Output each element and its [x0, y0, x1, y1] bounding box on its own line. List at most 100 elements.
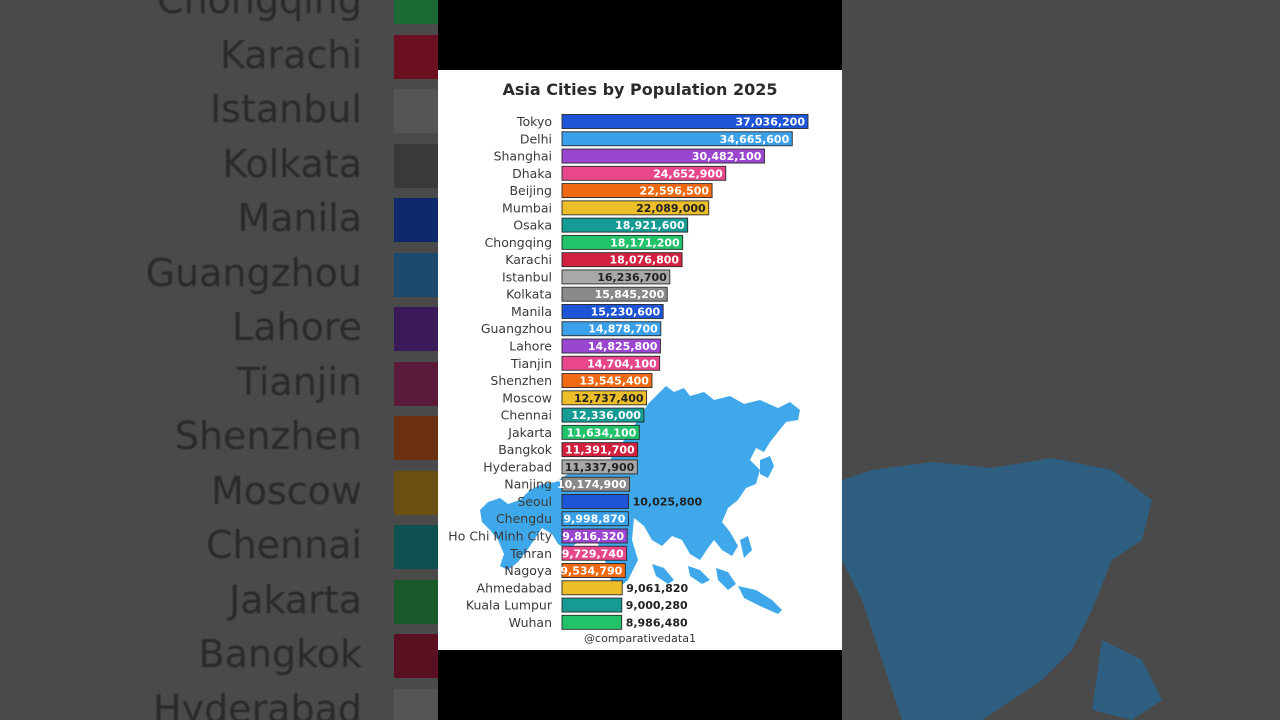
bar [561, 493, 630, 509]
value-label: 14,878,700 [588, 323, 658, 336]
value-label: 15,845,200 [595, 288, 665, 301]
category-label: Seoul [517, 494, 552, 509]
background-right-panel [842, 0, 1280, 720]
category-label: Manila [511, 304, 552, 319]
bar [561, 148, 765, 164]
value-label: 11,337,900 [565, 461, 635, 474]
bar [561, 390, 648, 406]
background-city-label: Kolkata [222, 141, 362, 186]
value-label: 10,174,900 [557, 478, 627, 491]
bar [561, 234, 684, 250]
background-bar [394, 579, 438, 624]
value-label: 18,921,600 [615, 219, 685, 232]
category-label: Wuhan [509, 615, 552, 630]
background-bar [394, 89, 438, 133]
bar [561, 269, 671, 285]
background-bar [394, 34, 438, 79]
value-label: 24,652,900 [653, 167, 723, 180]
category-label: Istanbul [502, 269, 552, 284]
value-label: 9,061,820 [626, 582, 688, 595]
category-label: Guangzhou [481, 321, 552, 336]
category-label: Mumbai [502, 200, 552, 215]
category-label: Chennai [501, 408, 552, 423]
value-label: 30,482,100 [692, 150, 762, 163]
category-label: Lahore [509, 339, 552, 354]
value-label: 11,391,700 [565, 444, 635, 457]
category-label: Kolkata [506, 287, 552, 302]
category-label: Osaka [513, 218, 552, 233]
background-bar [394, 0, 438, 24]
category-label: Moscow [502, 390, 552, 405]
category-label: Ho Chi Minh City [448, 528, 552, 543]
background-bar [394, 143, 438, 188]
background-city-label: Bangkok [198, 632, 362, 676]
bar [561, 355, 661, 371]
category-label: Jakarta [507, 425, 552, 440]
value-label: 18,171,200 [610, 236, 680, 249]
background-bar [394, 470, 438, 515]
category-label: Tianjin [510, 356, 552, 371]
value-label: 12,737,400 [574, 392, 644, 405]
category-label: Hyderabad [483, 459, 552, 474]
category-label: Tokyo [516, 114, 552, 129]
background-bar [394, 361, 438, 406]
bar [561, 442, 639, 458]
chart-title: Asia Cities by Population 2025 [502, 80, 778, 99]
value-label: 34,665,600 [720, 133, 790, 146]
value-label: 13,545,400 [579, 375, 649, 388]
bar [561, 252, 683, 268]
category-label: Karachi [505, 252, 552, 267]
value-label: 22,596,500 [639, 185, 709, 198]
category-label: Dhaka [512, 166, 552, 181]
bar [561, 286, 668, 302]
background-city-label: Manila [237, 196, 362, 240]
bar [561, 407, 645, 423]
value-label: 9,729,740 [562, 547, 624, 560]
background-bar [394, 252, 438, 297]
background-city-label: Guangzhou [145, 250, 362, 295]
value-label: 9,998,870 [563, 513, 625, 526]
bar [561, 338, 661, 354]
category-label: Nanjing [504, 477, 552, 492]
background-bar [394, 416, 438, 460]
bar [561, 131, 793, 147]
background-map-shape [842, 458, 1162, 720]
category-label: Delhi [520, 131, 552, 146]
background-city-label: Karachi [220, 32, 362, 77]
value-label: 18,076,800 [609, 254, 679, 267]
bar [561, 528, 628, 544]
bar [561, 580, 623, 596]
chart-card: Asia Cities by Population 2025 Tokyo 37,0… [438, 70, 842, 650]
bar-chart: Tokyo 37,036,200 Delhi 34,665,600 Shanghai 30… [448, 114, 809, 630]
category-label: Chongqing [485, 235, 552, 250]
value-label: 10,025,800 [633, 495, 703, 508]
value-label: 14,704,100 [587, 357, 657, 370]
background-city-label: Istanbul [209, 87, 362, 131]
bar [561, 545, 628, 561]
background-city-label: Hyderabad [153, 686, 362, 720]
category-label: Bangkok [498, 442, 553, 457]
bar [561, 321, 662, 337]
value-label: 9,534,790 [560, 565, 622, 578]
bar [561, 614, 623, 630]
background-bar [394, 688, 438, 720]
value-label: 16,236,700 [597, 271, 667, 284]
category-label: Tehran [509, 546, 552, 561]
category-label: Ahmedabad [477, 580, 552, 595]
value-label: 11,634,100 [567, 426, 637, 439]
background-left-panel: Chongqing Karachi Istanbul Kolkata Manila Gua… [0, 0, 438, 720]
value-label: 15,230,600 [591, 305, 661, 318]
bar [561, 114, 809, 129]
background-city-label: Shenzhen [174, 414, 362, 458]
bar [561, 217, 689, 233]
category-label: Shanghai [494, 149, 552, 164]
category-label: Kuala Lumpur [466, 598, 553, 613]
background-city-label: Tianjin [236, 359, 362, 404]
bar [561, 424, 640, 440]
background-bar [394, 525, 438, 569]
category-label: Shenzhen [490, 373, 552, 388]
bar [561, 597, 623, 613]
bar [561, 165, 727, 181]
category-label: Beijing [509, 183, 552, 198]
value-label: 8,986,480 [626, 616, 688, 629]
